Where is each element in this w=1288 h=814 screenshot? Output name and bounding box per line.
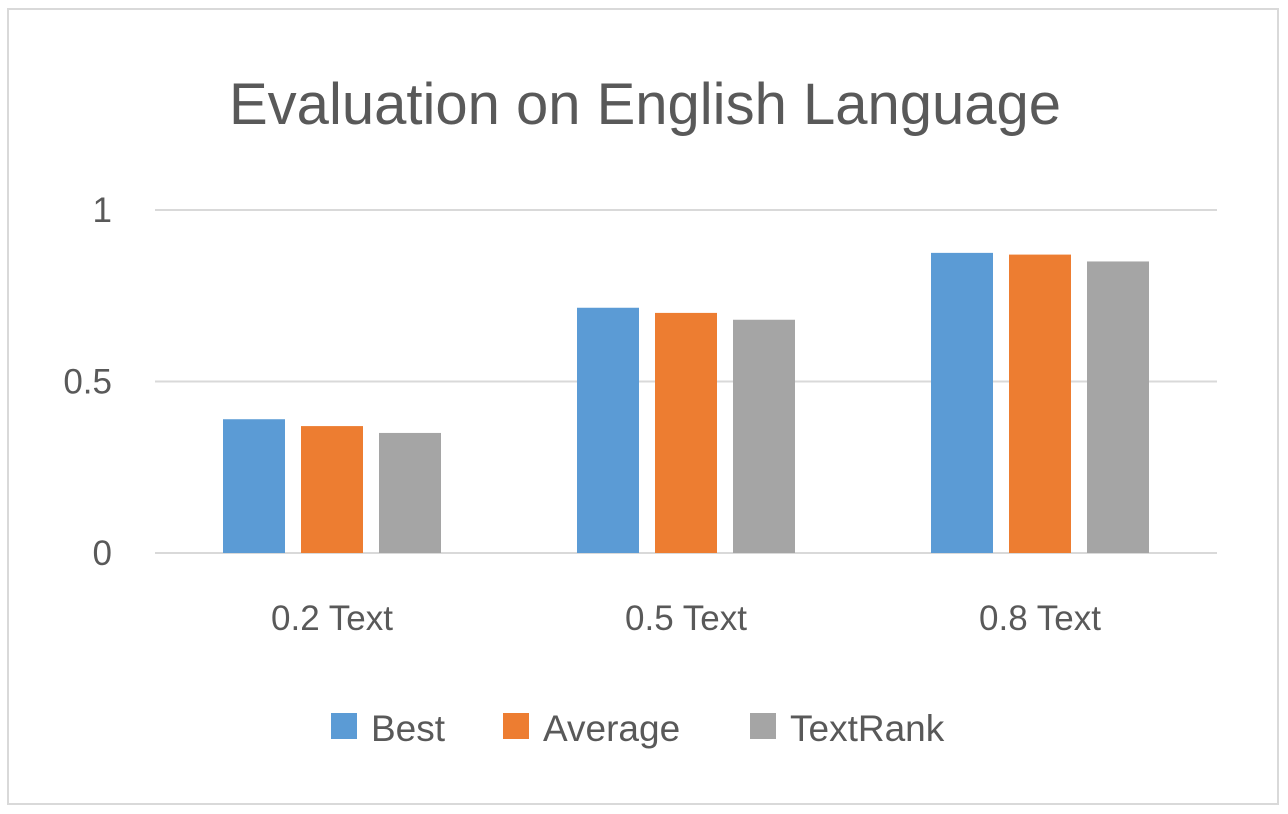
legend-label-textrank: TextRank bbox=[790, 708, 945, 749]
bar-best-1 bbox=[223, 419, 285, 553]
legend-label-best: Best bbox=[371, 708, 446, 749]
legend-swatch-textrank bbox=[750, 713, 776, 739]
x-axis-ticks: 0.2 Text 0.5 Text 0.8 Text bbox=[271, 599, 1101, 638]
bar-average-1 bbox=[301, 426, 363, 553]
y-axis-ticks: 00.51 bbox=[63, 191, 112, 573]
bar-best-2 bbox=[577, 307, 639, 553]
bar-average-2 bbox=[655, 312, 717, 553]
bar-textrank-1 bbox=[379, 432, 441, 553]
x-tick-label: 0.5 Text bbox=[625, 599, 747, 638]
x-tick-label: 0.8 Text bbox=[979, 599, 1101, 638]
bar-textrank-3 bbox=[1087, 261, 1149, 553]
legend-swatch-average bbox=[503, 713, 529, 739]
y-tick-label: 0.5 bbox=[63, 363, 112, 402]
y-tick-label: 0 bbox=[93, 534, 112, 573]
y-tick-label: 1 bbox=[93, 191, 112, 230]
chart-title: Evaluation on English Language bbox=[229, 72, 1061, 137]
legend-label-average: Average bbox=[543, 708, 680, 749]
bars bbox=[223, 252, 1149, 553]
bar-best-3 bbox=[931, 252, 993, 553]
legend-swatch-best bbox=[331, 713, 357, 739]
bar-average-3 bbox=[1009, 254, 1071, 553]
bar-textrank-2 bbox=[733, 319, 795, 553]
x-tick-label: 0.2 Text bbox=[271, 599, 393, 638]
legend: Best Average TextRank bbox=[331, 708, 945, 749]
